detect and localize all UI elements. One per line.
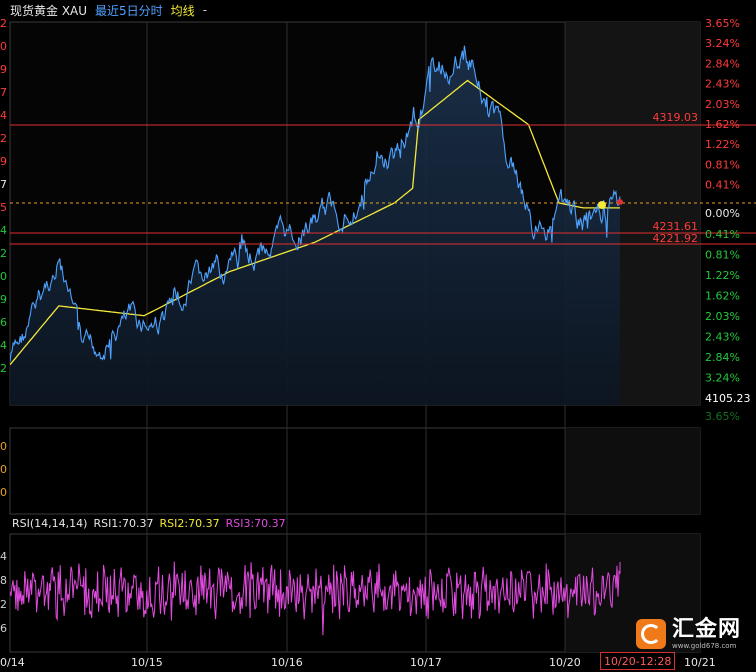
logo-name: 汇金网 (672, 616, 742, 642)
current-price-label: 4105.23 (705, 392, 751, 405)
x-axis-label-5: 10/21 (684, 656, 716, 669)
rsi-line (10, 561, 621, 636)
right-pct-up-1: 3.24% (705, 37, 740, 50)
rsi3-value: RSI3:70.37 (225, 516, 286, 530)
instrument-title[interactable]: 现货黄金 XAU (10, 3, 88, 18)
right-pct-up-2: 2.84% (705, 57, 740, 70)
left-axis-rsi-0: 4 (0, 550, 7, 563)
left-axis-mid-2: 0 (0, 486, 7, 499)
left-axis-main-13: 6 (0, 316, 7, 329)
rsi1-value: RSI1:70.37 (93, 516, 154, 530)
left-axis-main-4: 4 (0, 109, 7, 122)
right-pct-up-5: 1.62% (705, 118, 740, 131)
x-axis-label-1: 10/15 (131, 656, 163, 669)
left-axis-main-2: 9 (0, 63, 7, 76)
rsi-name[interactable]: RSI(14,14,14) (12, 516, 88, 530)
rsi-header: RSI(14,14,14) RSI1:70.37 RSI2:70.37 RSI3… (12, 515, 286, 531)
x-axis-label-4: 10/20 (549, 656, 581, 669)
x-axis: 0/14 10/15 10/16 10/17 10/20 10/21 (0, 656, 716, 669)
avg-line (10, 79, 620, 366)
ref-label-mid: 4231.61 (653, 220, 699, 233)
left-axis-rsi-2: 2 (0, 598, 7, 611)
logo-icon (636, 619, 666, 649)
price-line (10, 45, 621, 362)
left-axis-main-12: 9 (0, 293, 7, 306)
right-axis: 3.65% 3.24% 2.84% 2.43% 2.03% 1.62% 1.22% 0.81%… (705, 17, 740, 385)
left-axis-main-0: 2 (0, 17, 7, 30)
right-pct-down-4: 2.03% (705, 310, 740, 323)
x-axis-label-0: 0/14 (0, 656, 25, 669)
right-pct-up-8: 0.41% (705, 179, 740, 192)
right-pct-down-0: 0.41% (705, 228, 740, 241)
left-axis-main-14: 4 (0, 339, 7, 352)
left-axis-main-7: 7 (0, 178, 7, 191)
left-axis-rsi-1: 8 (0, 574, 7, 587)
right-pct-down-7: 3.24% (705, 372, 740, 385)
ref-label-high: 4319.03 (653, 111, 699, 124)
x-axis-label-2: 10/16 (271, 656, 303, 669)
hidden-pct-label: 3.65% (705, 410, 740, 423)
right-pct-down-6: 2.84% (705, 351, 740, 364)
logo-url: www.gold678.com (672, 641, 737, 650)
left-axis-main-8: 5 (0, 201, 7, 214)
avg-marker (598, 201, 606, 209)
right-pct-up-7: 0.81% (705, 158, 740, 171)
left-axis-main-3: 7 (0, 86, 7, 99)
current-price-box (702, 390, 756, 405)
right-pct-up-0: 3.65% (705, 17, 740, 30)
left-axis: 2 0 9 7 4 2 9 7 5 4 2 0 9 6 4 2 0 0 0 4 8 2 6 (0, 17, 7, 635)
avg-toggle[interactable]: 均线 (170, 3, 195, 18)
left-axis-main-6: 9 (0, 155, 7, 168)
right-pct-down-1: 0.81% (705, 249, 740, 262)
left-axis-main-11: 0 (0, 270, 7, 283)
left-axis-mid-1: 0 (0, 463, 7, 476)
left-axis-main-9: 4 (0, 224, 7, 237)
right-pct-down-3: 1.62% (705, 290, 740, 303)
right-pct-down-2: 1.22% (705, 269, 740, 282)
x-axis-label-3: 10/17 (410, 656, 442, 669)
right-pct-up-6: 1.22% (705, 138, 740, 151)
left-axis-main-10: 2 (0, 247, 7, 260)
left-axis-main-1: 0 (0, 40, 7, 53)
right-pct-down-5: 2.43% (705, 331, 740, 344)
gold678-logo: 汇金网 www.gold678.com (636, 614, 746, 654)
left-axis-rsi-3: 6 (0, 622, 7, 635)
ref-label-low: 4221.92 (653, 232, 699, 245)
right-pct-zero: 0.00% (705, 207, 740, 220)
right-pct-up-4: 2.03% (705, 98, 740, 111)
left-axis-main-5: 2 (0, 132, 7, 145)
period-mode[interactable]: 最近5日分时 (95, 3, 163, 18)
indicator-dash: - (202, 3, 208, 17)
left-axis-mid-0: 0 (0, 440, 7, 453)
right-pct-up-3: 2.43% (705, 78, 740, 91)
crosshair-time-tip: 10/20-12:28 (600, 652, 676, 670)
price-marker (617, 199, 623, 205)
left-axis-main-15: 2 (0, 362, 7, 375)
rsi2-value: RSI2:70.37 (159, 516, 220, 530)
chart-header: 现货黄金 XAU 最近5日分时 均线 - (0, 0, 207, 20)
